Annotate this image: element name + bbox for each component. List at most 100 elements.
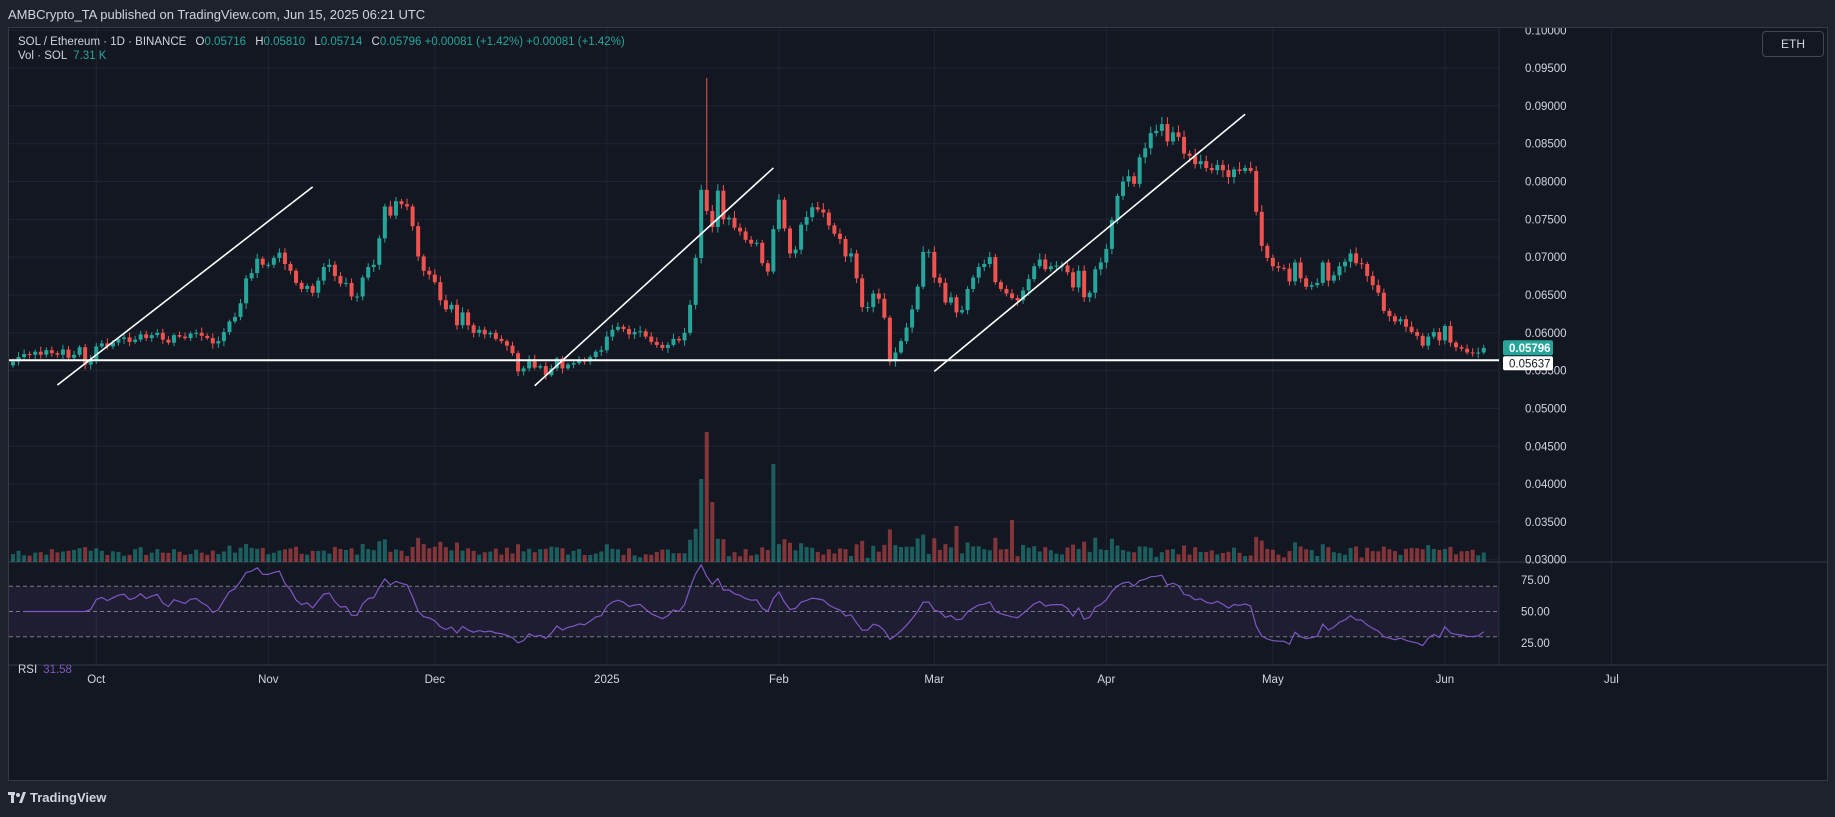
candle-body [27,353,32,355]
candle-body [543,366,548,376]
volume-bar [937,549,942,562]
tradingview-logo-icon [8,791,26,803]
volume-bar [1259,540,1264,562]
volume-bar [571,550,576,562]
candle-body [710,211,715,227]
candle-body [1298,262,1303,279]
candle-body [1392,316,1397,322]
symbol-label: SOL / Ethereum · 1D · BINANCE [18,36,187,48]
volume-bar [127,554,132,562]
volume-bar [1043,547,1048,562]
volume-bar [1298,546,1303,562]
candle-body [310,285,315,293]
volume-bar [638,557,643,562]
candle-body [948,297,953,303]
candle-body [405,204,410,207]
candle-body [1276,266,1281,268]
candle-body [1187,153,1192,156]
volume-bar [760,547,765,562]
time-axis-label: Feb [769,674,789,686]
currency-button[interactable]: ETH [1762,31,1824,57]
candle-body [416,226,421,257]
volume-bar [887,529,892,562]
candle-body [1232,169,1236,178]
volume-bar [443,547,448,562]
time-axis-label: May [1262,674,1284,686]
candle-body [44,350,49,355]
volume-bar [998,549,1003,562]
candle-body [72,354,77,358]
volume-bar [1198,551,1203,562]
volume-bar [837,548,842,562]
candlestick-chart[interactable]: 0.10000 0.09500 0.09000 0.08500 0.08000 0.075… [9,28,1827,780]
rsi-axis-label: 25.00 [1521,638,1550,650]
high-value: 0.05810 [263,36,306,48]
volume-bar [593,553,598,562]
candle-body [1454,342,1458,348]
candle-body [860,278,865,308]
price-axis-label: 0.07000 [1525,252,1567,264]
volume-bar [943,544,948,562]
volume-bar [482,552,487,562]
candle-body [1143,148,1148,158]
volume-bar [1076,548,1081,562]
candle-body [1437,332,1442,341]
candle-body [1082,270,1087,298]
volume-bar [1137,546,1142,562]
volume-bar [60,551,65,562]
volume-bar [826,549,831,562]
volume-bar [677,553,681,562]
volume-bar [344,549,348,562]
volume-bar [1431,548,1436,562]
candle-body [344,282,348,284]
candle-body [1037,259,1042,267]
price-axis-label: 0.06500 [1525,290,1567,302]
candle-body [1287,268,1292,282]
candle-body [1104,248,1109,263]
chart-container[interactable]: 0.10000 0.09500 0.09000 0.08500 0.08000 0.075… [8,27,1828,781]
candle-body [732,217,737,228]
candle-body [987,257,992,264]
candle-body [410,206,415,227]
candle-body [133,339,138,342]
volume-bar [1148,547,1153,562]
candle-body [1381,292,1386,311]
volume-bar [1220,553,1225,562]
volume-bar [1409,547,1414,562]
candle-body [49,350,54,354]
published-by-text: AMBCrypto_TA published on TradingView.co… [8,7,426,22]
volume-bar [1354,546,1359,562]
candle-body [349,282,354,297]
volume-bar [566,554,570,562]
volume-bar [1132,552,1137,562]
volume-bar [804,547,809,562]
candle-body [1121,181,1125,196]
candle-body [249,273,254,279]
volume-bar [266,554,271,562]
time-axis-label: 2025 [594,674,620,686]
volume-bar [1243,556,1248,562]
candle-body [399,201,404,205]
candle-body [826,212,831,226]
volume-bar [1054,553,1059,562]
volume-legend: Vol · SOL 7.31 K [18,50,106,62]
candle-body [926,251,931,253]
candle-body [793,249,798,254]
volume-bar [726,556,731,562]
volume-bar [1215,554,1220,562]
candle-body [954,297,959,313]
candle-body [504,341,509,346]
volume-bar [1126,551,1131,562]
volume-bar [971,546,976,562]
support-price-label: 0.05637 [1509,358,1551,370]
candle-body [804,217,809,225]
volume-bar [1420,549,1425,562]
candle-body [932,251,937,278]
volume-bar [233,552,237,562]
volume-bar [1021,544,1026,562]
candle-body [1459,347,1464,349]
volume-bar [1320,544,1325,562]
time-axis-label: Nov [258,674,279,686]
candle-body [788,228,792,254]
candle-body [1293,262,1298,282]
